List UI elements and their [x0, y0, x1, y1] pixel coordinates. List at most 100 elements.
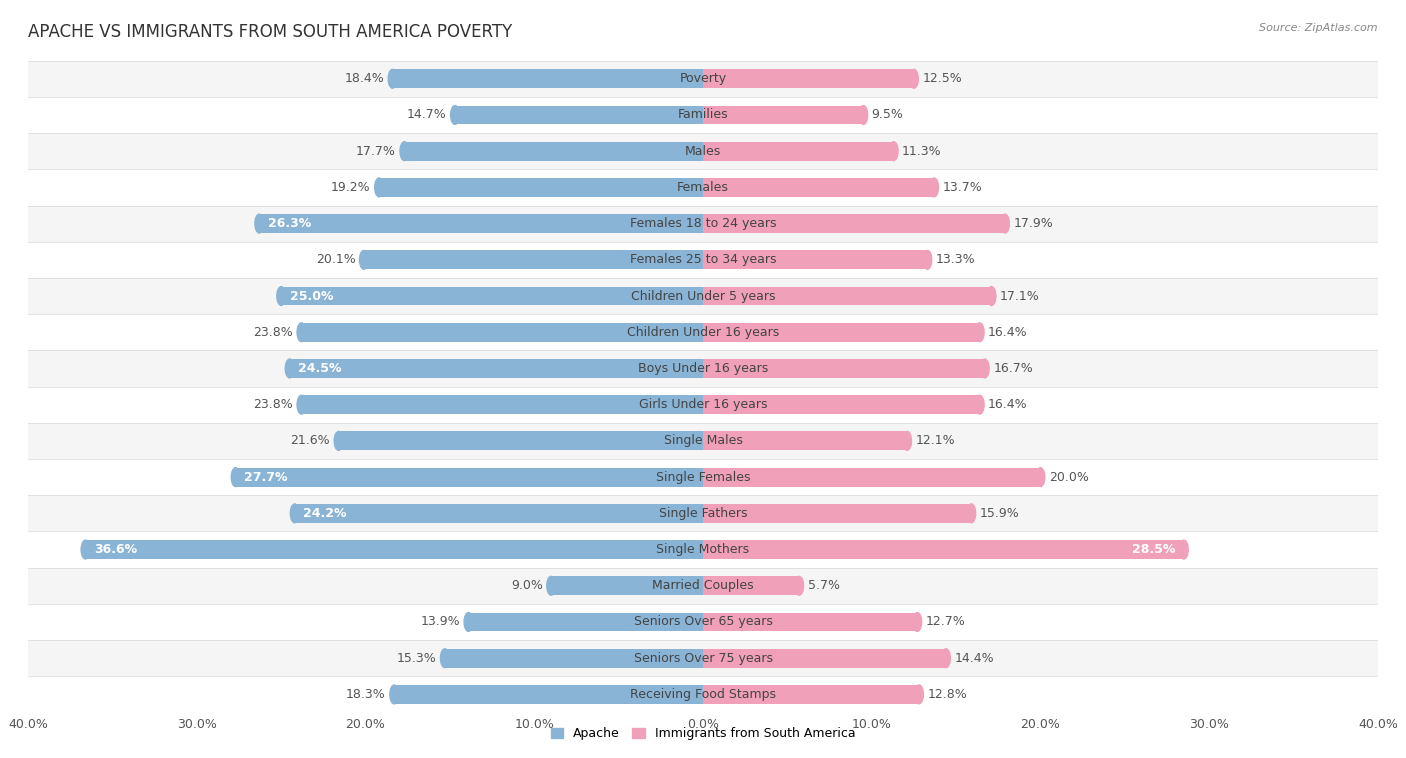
Text: 13.7%: 13.7%	[942, 181, 983, 194]
Bar	[236, 468, 703, 487]
Bar	[28, 97, 1378, 133]
Bar	[703, 359, 984, 378]
Bar	[551, 576, 703, 595]
Bar	[28, 133, 1378, 169]
Bar	[703, 142, 894, 161]
Text: 13.9%: 13.9%	[420, 615, 460, 628]
Text: Poverty: Poverty	[679, 72, 727, 85]
Circle shape	[976, 395, 984, 414]
Text: 9.0%: 9.0%	[510, 579, 543, 592]
Text: Single Females: Single Females	[655, 471, 751, 484]
Bar	[28, 423, 1378, 459]
Text: 28.5%: 28.5%	[1132, 543, 1175, 556]
Text: 27.7%: 27.7%	[245, 471, 288, 484]
Bar	[703, 612, 917, 631]
Bar	[28, 640, 1378, 676]
Text: 12.1%: 12.1%	[915, 434, 955, 447]
Text: Children Under 5 years: Children Under 5 years	[631, 290, 775, 302]
Circle shape	[297, 323, 307, 342]
Circle shape	[1036, 468, 1045, 487]
Text: Families: Families	[678, 108, 728, 121]
Bar	[28, 604, 1378, 640]
Text: 25.0%: 25.0%	[290, 290, 333, 302]
Bar	[28, 531, 1378, 568]
Text: Receiving Food Stamps: Receiving Food Stamps	[630, 688, 776, 701]
Text: 23.8%: 23.8%	[253, 326, 292, 339]
Bar	[28, 278, 1378, 314]
Bar	[703, 576, 799, 595]
Text: 20.1%: 20.1%	[316, 253, 356, 266]
Circle shape	[976, 323, 984, 342]
Bar	[703, 431, 907, 450]
Text: 12.7%: 12.7%	[925, 615, 966, 628]
Circle shape	[82, 540, 90, 559]
Text: 17.7%: 17.7%	[356, 145, 396, 158]
Text: 16.7%: 16.7%	[993, 362, 1033, 375]
Bar	[28, 314, 1378, 350]
Text: 24.5%: 24.5%	[298, 362, 342, 375]
Circle shape	[980, 359, 990, 378]
Text: 13.3%: 13.3%	[936, 253, 976, 266]
Text: Males: Males	[685, 145, 721, 158]
Text: 16.4%: 16.4%	[988, 326, 1028, 339]
Bar	[28, 495, 1378, 531]
Circle shape	[889, 142, 898, 161]
Bar	[703, 685, 920, 704]
Text: 24.2%: 24.2%	[304, 507, 347, 520]
Bar	[301, 323, 703, 342]
Circle shape	[231, 468, 240, 487]
Text: Source: ZipAtlas.com: Source: ZipAtlas.com	[1260, 23, 1378, 33]
Bar	[295, 504, 703, 523]
Bar	[364, 250, 703, 269]
Bar	[703, 468, 1040, 487]
Text: 14.7%: 14.7%	[406, 108, 447, 121]
Text: 21.6%: 21.6%	[291, 434, 330, 447]
Bar	[703, 250, 928, 269]
Text: Females 18 to 24 years: Females 18 to 24 years	[630, 217, 776, 230]
Circle shape	[929, 178, 939, 197]
Bar	[86, 540, 703, 559]
Text: Single Mothers: Single Mothers	[657, 543, 749, 556]
Bar	[703, 215, 1005, 233]
Bar	[28, 242, 1378, 278]
Text: 17.1%: 17.1%	[1000, 290, 1039, 302]
Text: 18.4%: 18.4%	[344, 72, 384, 85]
Bar	[703, 69, 914, 88]
Circle shape	[967, 504, 976, 523]
Bar	[703, 649, 946, 668]
Circle shape	[903, 431, 911, 450]
Bar	[456, 105, 703, 124]
Bar	[28, 459, 1378, 495]
Text: 17.9%: 17.9%	[1014, 217, 1053, 230]
Bar	[28, 61, 1378, 97]
Text: 26.3%: 26.3%	[267, 217, 311, 230]
Circle shape	[399, 142, 409, 161]
Text: 23.8%: 23.8%	[253, 398, 292, 411]
Bar	[28, 350, 1378, 387]
Text: 5.7%: 5.7%	[807, 579, 839, 592]
Text: Children Under 16 years: Children Under 16 years	[627, 326, 779, 339]
Bar	[703, 178, 934, 197]
Circle shape	[388, 69, 396, 88]
Circle shape	[285, 359, 294, 378]
Circle shape	[277, 287, 285, 305]
Circle shape	[335, 431, 343, 450]
Circle shape	[914, 685, 924, 704]
Text: 11.3%: 11.3%	[903, 145, 942, 158]
Text: Females: Females	[678, 181, 728, 194]
Bar	[301, 395, 703, 414]
Circle shape	[1001, 215, 1010, 233]
Circle shape	[547, 576, 555, 595]
Bar	[28, 387, 1378, 423]
Text: 15.9%: 15.9%	[980, 507, 1019, 520]
Text: APACHE VS IMMIGRANTS FROM SOUTH AMERICA POVERTY: APACHE VS IMMIGRANTS FROM SOUTH AMERICA …	[28, 23, 512, 41]
Bar	[28, 568, 1378, 604]
Text: Married Couples: Married Couples	[652, 579, 754, 592]
Text: Females 25 to 34 years: Females 25 to 34 years	[630, 253, 776, 266]
Bar	[281, 287, 703, 305]
Bar	[28, 205, 1378, 242]
Text: 16.4%: 16.4%	[988, 398, 1028, 411]
Bar	[703, 105, 863, 124]
Text: 19.2%: 19.2%	[330, 181, 371, 194]
Bar	[703, 395, 980, 414]
